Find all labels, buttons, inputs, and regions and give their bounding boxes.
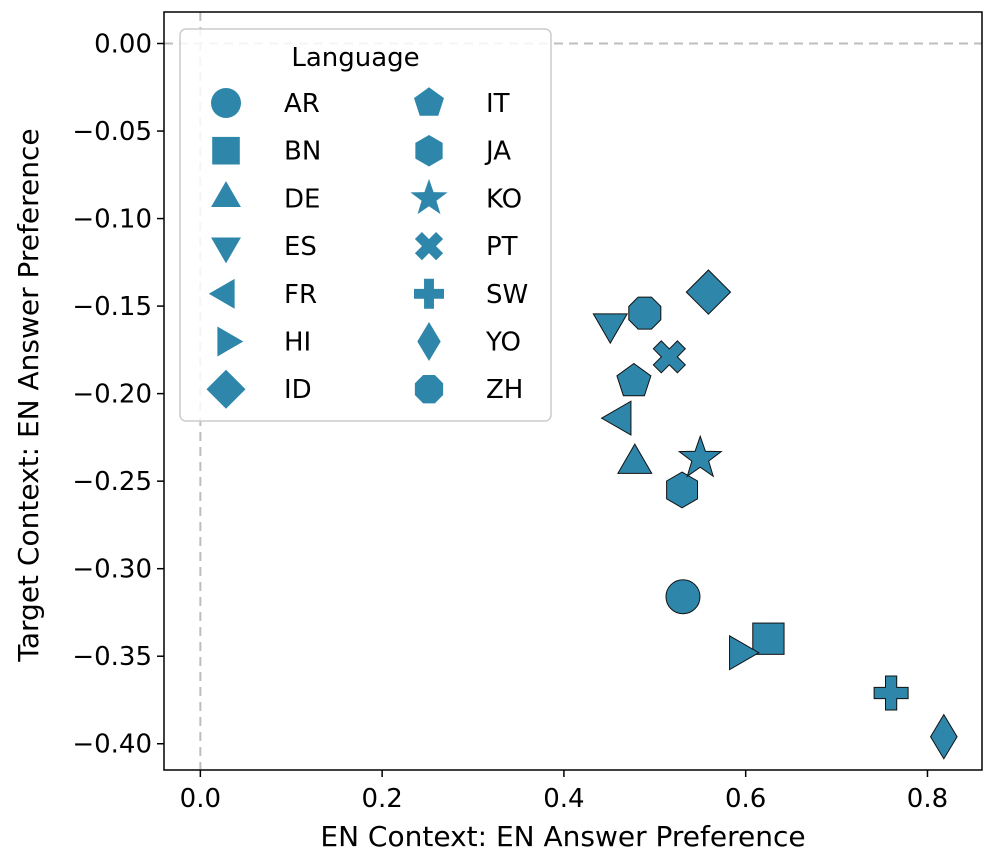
data-point-yo (929, 713, 958, 760)
legend-marker-zh (414, 375, 444, 404)
x-axis-ticks: 0.0 0.2 0.4 0.6 0.8 (180, 770, 948, 814)
data-point-zh (628, 296, 662, 330)
plot-frame (163, 11, 983, 771)
y-axis-label: Target Context: EN Answer Preference (12, 128, 45, 662)
data-point-bn (752, 622, 785, 655)
data-point-fr (600, 400, 632, 436)
legend-label-sw: SW (486, 280, 528, 310)
legend-label-hi: HI (284, 328, 311, 358)
legend-label-id: ID (284, 375, 312, 405)
legend-label-ko: KO (486, 184, 522, 214)
legend-label-de: DE (284, 184, 320, 214)
y-axis-ticks: 0.00 −0.05 −0.10 −0.15 −0.20 −0.25 −0.30 −0.35 −… (72, 30, 164, 760)
x-tick-label: 0.8 (907, 784, 948, 814)
data-point-de (617, 443, 653, 474)
legend-label-es: ES (284, 232, 317, 262)
legend: Language AR BN DE ES FR HI ID IT JA KO PT SW YO ZH (179, 28, 552, 422)
y-tick-label: −0.35 (72, 642, 152, 672)
legend-marker-ko (410, 178, 448, 215)
data-point-id (685, 269, 732, 315)
legend-title: Language (291, 43, 419, 73)
y-tick-label: −0.25 (72, 467, 152, 497)
legend-marker-de (211, 181, 241, 208)
legend-label-ar: AR (284, 89, 320, 119)
legend-label-bn: BN (284, 137, 321, 167)
y-tick-label: 0.00 (94, 30, 152, 60)
legend-marker-it (414, 87, 444, 116)
x-tick-label: 0.0 (180, 784, 221, 814)
legend-marker-hi (217, 326, 244, 357)
x-axis-label: EN Context: EN Answer Preference (320, 820, 805, 853)
legend-marker-pt (414, 231, 444, 261)
legend-marker-es (211, 237, 241, 264)
legend-marker-ja (415, 134, 443, 167)
y-tick-label: −0.05 (72, 117, 152, 147)
data-point-sw (873, 675, 909, 711)
data-point-ko (677, 434, 723, 478)
x-tick-label: 0.2 (361, 784, 402, 814)
legend-label-ja: JA (484, 137, 511, 167)
x-tick-label: 0.6 (725, 784, 766, 814)
data-point-pt (652, 340, 687, 374)
y-tick-label: −0.30 (72, 555, 152, 585)
legend-marker-bn (212, 136, 240, 165)
data-point-ja (666, 471, 699, 509)
legend-marker-sw (414, 278, 444, 309)
data-point-ar (665, 579, 701, 615)
legend-marker-id (206, 369, 246, 409)
y-tick-label: −0.10 (72, 205, 152, 235)
data-point-hi (729, 634, 760, 671)
data-point-es (592, 313, 629, 345)
legend-label-it: IT (486, 89, 510, 119)
legend-marker-yo (417, 322, 441, 361)
legend-marker-fr (208, 278, 235, 309)
legend-label-pt: PT (486, 232, 518, 262)
y-tick-label: −0.40 (72, 730, 152, 760)
y-tick-label: −0.15 (72, 292, 152, 322)
data-points (592, 269, 958, 760)
y-tick-label: −0.20 (72, 380, 152, 410)
legend-label-zh: ZH (486, 375, 523, 405)
legend-label-fr: FR (284, 280, 317, 310)
legend-marker-ar (211, 88, 241, 118)
x-tick-label: 0.4 (543, 784, 584, 814)
legend-box (179, 28, 552, 422)
legend-label-yo: YO (485, 328, 521, 358)
data-point-it (616, 362, 652, 397)
